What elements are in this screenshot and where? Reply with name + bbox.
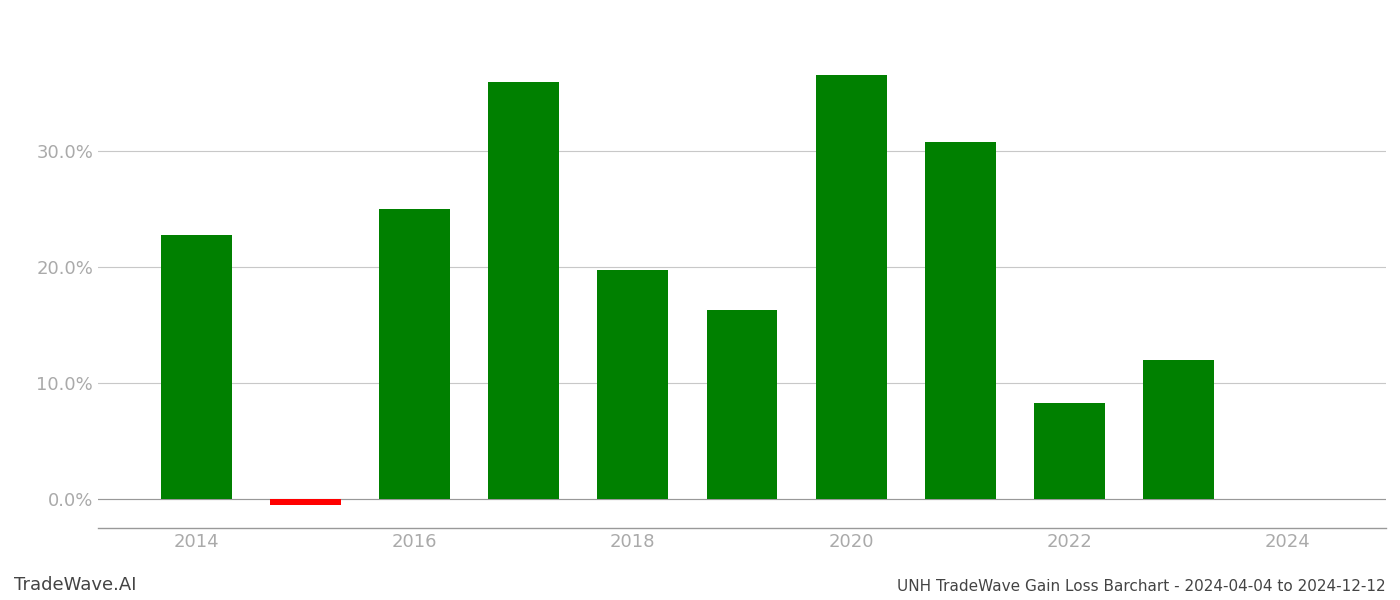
Bar xyxy=(379,209,449,499)
Text: UNH TradeWave Gain Loss Barchart - 2024-04-04 to 2024-12-12: UNH TradeWave Gain Loss Barchart - 2024-… xyxy=(897,579,1386,594)
Bar xyxy=(489,82,559,499)
Text: TradeWave.AI: TradeWave.AI xyxy=(14,576,137,594)
Bar xyxy=(925,142,995,499)
Bar xyxy=(598,269,668,499)
Bar xyxy=(816,75,886,499)
Bar xyxy=(1035,403,1105,499)
Bar xyxy=(161,235,232,499)
Bar xyxy=(1144,360,1214,499)
Bar xyxy=(707,310,777,499)
Bar xyxy=(270,499,340,505)
